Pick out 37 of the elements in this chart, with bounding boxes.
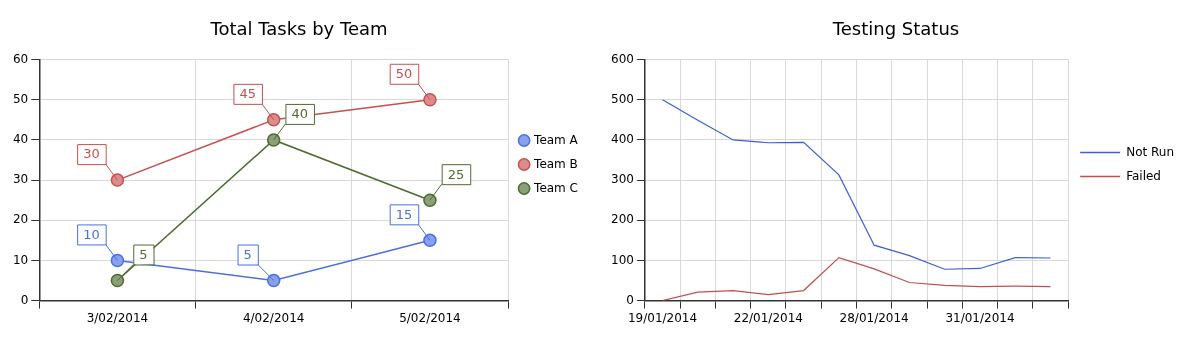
- chart-title: Testing Status: [831, 18, 960, 40]
- y-tick-label: 500: [611, 91, 634, 106]
- y-tick-label: 40: [12, 132, 29, 147]
- legend-label: Failed: [1126, 168, 1161, 183]
- legend-label: Team B: [533, 156, 578, 171]
- x-tick-label: 19/01/2014: [627, 310, 698, 325]
- y-tick-label: 30: [12, 172, 29, 187]
- y-tick-label: 600: [611, 51, 634, 66]
- x-tick-label: 4/02/2014: [242, 310, 305, 325]
- data-label: 45: [239, 86, 256, 102]
- y-tick-label: 300: [611, 172, 634, 187]
- y-tick-label: 100: [611, 252, 634, 267]
- x-tick-label: 5/02/2014: [399, 310, 461, 325]
- chart-title: Total Tasks by Team: [209, 18, 388, 40]
- data-label: 30: [83, 146, 100, 162]
- data-label: 40: [291, 106, 308, 122]
- data-label: 50: [395, 66, 413, 82]
- y-tick-label: 0: [626, 292, 634, 307]
- legend-label: Not Run: [1126, 144, 1175, 159]
- y-tick-label: 0: [20, 292, 29, 307]
- y-tick-label: 50: [12, 91, 29, 106]
- y-tick-label: 20: [12, 212, 29, 227]
- data-label: 5: [139, 246, 148, 262]
- y-tick-label: 200: [611, 212, 634, 227]
- legend-label: Team A: [533, 132, 579, 147]
- data-label: 25: [447, 166, 465, 182]
- data-label: 5: [243, 246, 252, 262]
- x-tick-label: 31/01/2014: [945, 310, 1015, 325]
- y-tick-label: 60: [12, 51, 29, 66]
- legend-label: Team C: [533, 180, 579, 195]
- data-label: 15: [395, 206, 413, 222]
- y-tick-label: 400: [611, 132, 634, 147]
- y-tick-label: 10: [12, 252, 29, 267]
- x-tick-label: 28/01/2014: [839, 310, 909, 325]
- x-tick-label: 3/02/2014: [86, 310, 149, 325]
- data-label: 10: [83, 226, 100, 242]
- x-tick-label: 22/01/2014: [733, 310, 803, 325]
